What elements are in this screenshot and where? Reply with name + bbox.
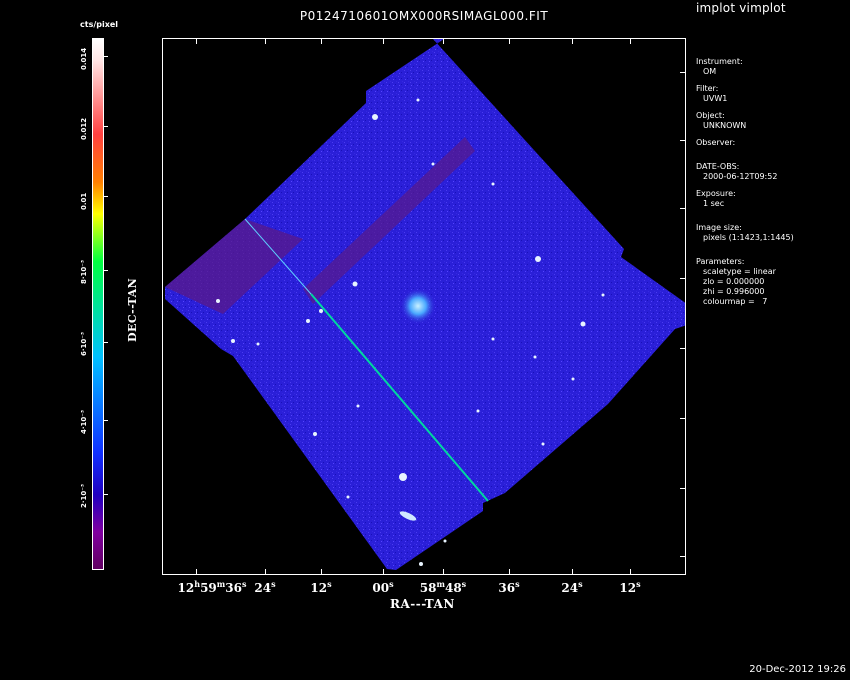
- axis-tick: [383, 38, 384, 44]
- colorbar-tick-label: 0.01: [80, 192, 88, 210]
- axis-tick: [572, 569, 573, 575]
- axis-tick: [265, 569, 266, 575]
- info-panel: Instrument: OM Filter: UVW1 Object: UNKN…: [696, 57, 846, 314]
- axis-tick: [321, 38, 322, 44]
- axis-tick: [196, 569, 197, 575]
- image-size-value: pixels (1:1423,1:1445): [703, 233, 794, 242]
- colorbar: [92, 38, 104, 570]
- filter-label: Filter:: [696, 84, 719, 93]
- elongated-galaxy: [399, 511, 417, 521]
- observer-label: Observer:: [696, 138, 736, 147]
- x-tick-label: 24s: [561, 579, 583, 595]
- colorbar-tick-label: 0.012: [80, 117, 88, 140]
- date-label: DATE-OBS:: [696, 162, 740, 171]
- filter-value: UVW1: [703, 94, 728, 103]
- axis-tick: [680, 140, 686, 141]
- exposure-value: 1 sec: [703, 199, 725, 208]
- colorbar-tick-label: 8·10⁻³: [80, 259, 88, 284]
- colorbar-tick: [104, 270, 108, 271]
- colorbar-tick: [104, 56, 108, 57]
- sky-image: [165, 39, 685, 570]
- x-axis-label: RA---TAN: [390, 597, 455, 611]
- streak-main: [310, 293, 489, 502]
- edge-band-diagonal: [303, 137, 475, 304]
- axis-tick: [383, 569, 384, 575]
- axis-tick: [509, 38, 510, 44]
- instrument-label: Instrument:: [696, 57, 743, 66]
- object-label: Object:: [696, 111, 725, 120]
- y-axis-label: DEC--TAN: [126, 277, 139, 342]
- colorbar-label: cts/pixel: [80, 20, 119, 29]
- param-colourmap: colourmap = 7: [703, 297, 768, 306]
- app-title: implot vimplot: [696, 1, 786, 15]
- axis-tick: [680, 72, 686, 73]
- param-zlo: zlo = 0.000000: [703, 277, 765, 286]
- axis-tick: [630, 38, 631, 44]
- axis-tick: [680, 556, 686, 557]
- x-tick-label: 58m48s: [419, 579, 467, 595]
- colorbar-tick: [104, 494, 108, 495]
- axis-tick: [443, 569, 444, 575]
- streak-upper: [244, 218, 312, 295]
- edge-band: [165, 219, 303, 314]
- colorbar-tick: [104, 126, 108, 127]
- x-tick-label: 36s: [498, 579, 520, 595]
- plot-title: P0124710601OMX000RSIMAGL000.FIT: [299, 9, 549, 23]
- colorbar-tick-label: 0.014: [80, 47, 88, 70]
- param-zhi: zhi = 0.996000: [703, 287, 765, 296]
- axis-tick: [572, 38, 573, 44]
- date-value: 2000-06-12T09:52: [703, 172, 778, 181]
- timestamp: 20-Dec-2012 19:26: [749, 664, 846, 675]
- axis-tick: [321, 569, 322, 575]
- axis-tick: [680, 208, 686, 209]
- x-tick-label: 12h59m36s: [177, 579, 247, 595]
- x-tick-label: 00s: [372, 579, 394, 595]
- colorbar-tick-label: 2·10⁻³: [80, 483, 88, 508]
- colorbar-tick: [104, 196, 108, 197]
- axis-tick: [509, 569, 510, 575]
- instrument-value: OM: [703, 67, 717, 76]
- x-tick-label: 24s: [254, 579, 276, 595]
- colorbar-tick-label: 6·10⁻³: [80, 331, 88, 356]
- axis-tick: [265, 38, 266, 44]
- stars: [216, 98, 605, 566]
- colorbar-tick: [104, 420, 108, 421]
- image-size-label: Image size:: [696, 223, 742, 232]
- x-tick-label: 12s: [310, 579, 332, 595]
- axis-tick: [630, 569, 631, 575]
- object-value: UNKNOWN: [703, 121, 747, 130]
- axis-tick: [680, 278, 686, 279]
- axis-tick: [680, 348, 686, 349]
- parameters-label: Parameters:: [696, 257, 745, 266]
- param-scaletype: scaletype = linear: [703, 267, 776, 276]
- colorbar-tick: [104, 342, 108, 343]
- galaxy: [400, 288, 436, 324]
- axis-tick: [443, 38, 444, 44]
- axis-tick: [680, 418, 686, 419]
- axis-tick: [680, 488, 686, 489]
- exposure-label: Exposure:: [696, 189, 736, 198]
- image-plot[interactable]: [162, 38, 686, 575]
- axis-tick: [196, 38, 197, 44]
- x-tick-label: 12s: [619, 579, 641, 595]
- colorbar-tick-label: 4·10⁻³: [80, 409, 88, 434]
